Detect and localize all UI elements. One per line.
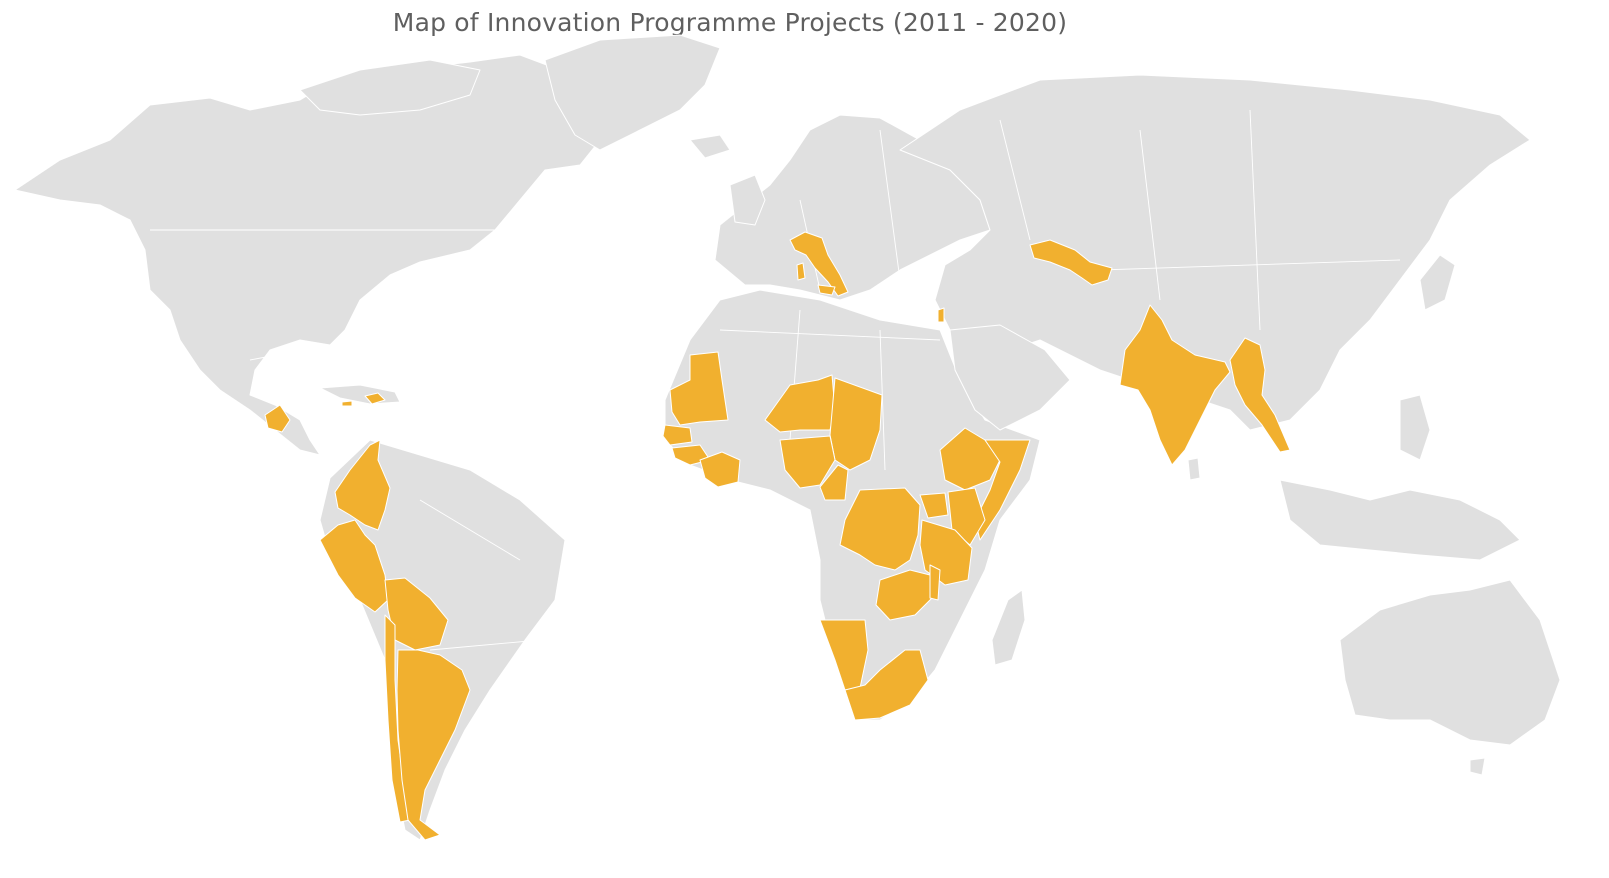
country-jamaica	[341, 400, 353, 407]
country-uganda	[919, 492, 949, 519]
land-sri-lanka	[1187, 457, 1201, 481]
land-se-asia-islands	[1279, 479, 1521, 561]
country-dr-congo	[839, 487, 921, 571]
country-cameroon	[819, 464, 849, 501]
country-malawi	[929, 564, 941, 601]
land-greenland	[544, 34, 721, 151]
country-colombia	[334, 439, 391, 531]
country-south-africa	[844, 649, 929, 721]
country-mauritania	[669, 351, 729, 426]
land-asia	[899, 74, 1531, 431]
country-nigeria	[779, 435, 836, 489]
highlighted-countries	[264, 231, 1291, 841]
land-british-isles	[729, 174, 766, 226]
land-australia	[1339, 579, 1561, 746]
map-title: Map of Innovation Programme Projects (20…	[392, 8, 1068, 37]
country-italy-sardinia	[796, 262, 806, 281]
country-ethiopia	[939, 427, 1001, 491]
country-cote-divoire	[699, 451, 741, 488]
country-senegal	[662, 424, 693, 446]
country-india	[1119, 304, 1231, 466]
land-arabia	[949, 324, 1071, 431]
land-madagascar	[991, 589, 1026, 666]
country-uzbekistan	[1029, 239, 1113, 286]
country-argentina	[396, 649, 471, 841]
country-myanmar	[1229, 337, 1291, 453]
country-namibia	[819, 619, 869, 691]
country-italy-sicily	[817, 284, 836, 296]
land-arctic-islands	[299, 59, 481, 116]
land-north-america	[14, 54, 601, 456]
country-somalia	[974, 439, 1031, 541]
land-philippines	[1399, 394, 1431, 461]
country-haiti	[364, 392, 386, 405]
country-lebanon	[937, 307, 945, 323]
land-tasmania	[1469, 757, 1486, 776]
base-land	[14, 34, 1561, 841]
country-peru	[319, 519, 389, 613]
land-iceland	[689, 134, 731, 159]
country-zambia	[875, 569, 936, 621]
land-caribbean	[319, 384, 401, 405]
land-south-america	[319, 439, 566, 841]
country-kenya	[947, 487, 986, 546]
land-japan	[1419, 254, 1456, 311]
country-guatemala	[264, 404, 291, 433]
country-italy	[789, 231, 849, 297]
